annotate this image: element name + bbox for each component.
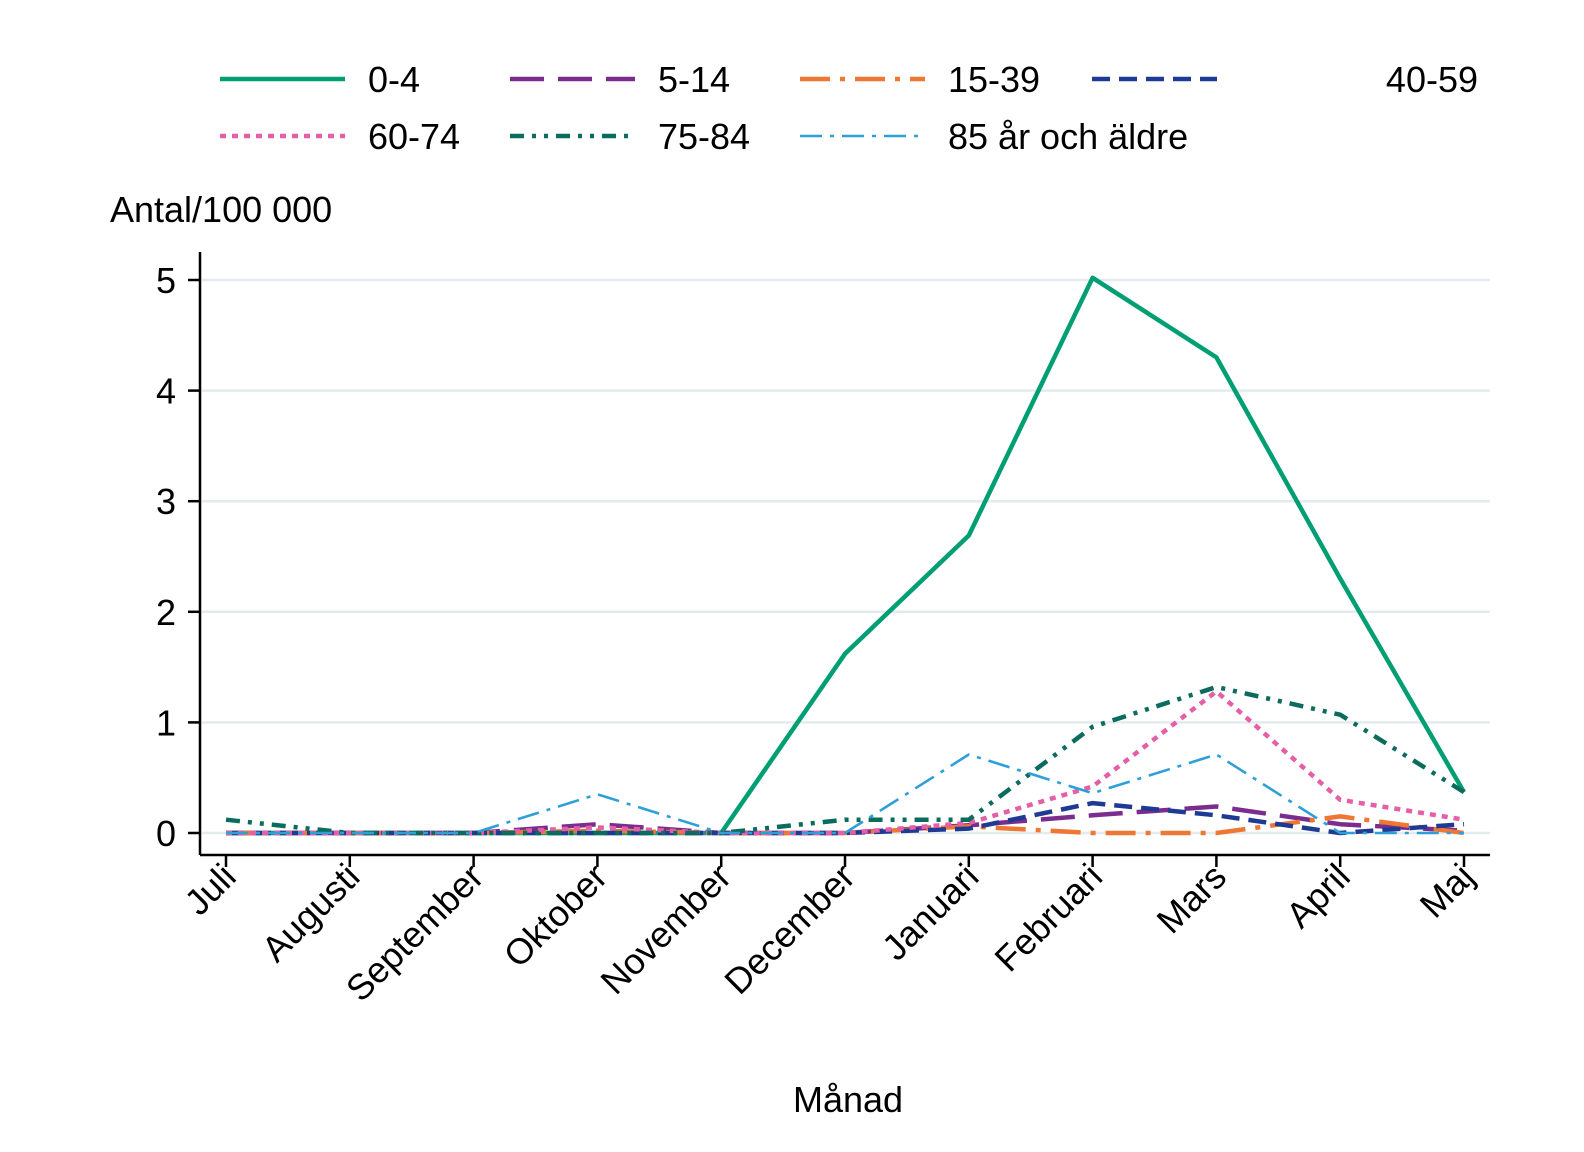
y-tick-label-1: 1 xyxy=(156,702,176,743)
x-axis-label: Månad xyxy=(793,1079,903,1120)
y-tick-label-2: 2 xyxy=(156,592,176,633)
legend: 0-4 5-14 15-39 40-59 60-74 75-84 85 år och äld… xyxy=(220,59,1478,157)
legend-label-15-39: 15-39 xyxy=(948,59,1040,100)
legend-item-0-4: 0-4 xyxy=(220,59,420,100)
y-ticks: 0 1 2 3 4 5 xyxy=(156,260,200,854)
legend-item-85-ar-och-aldre: 85 år och äldre xyxy=(800,116,1188,157)
y-tick-label-5: 5 xyxy=(156,260,176,301)
legend-label-85-ar-och-aldre: 85 år och äldre xyxy=(948,116,1188,157)
legend-item-75-84: 75-84 xyxy=(510,116,750,157)
series-lines xyxy=(225,275,1466,836)
legend-item-60-74: 60-74 xyxy=(220,116,460,157)
y-tick-label-0: 0 xyxy=(156,813,176,854)
legend-label-75-84: 75-84 xyxy=(658,116,750,157)
series-line-75-84 xyxy=(225,684,1466,836)
legend-item-5-14: 5-14 xyxy=(510,59,730,100)
legend-label-5-14: 5-14 xyxy=(658,59,730,100)
y-axis-label: Antal/100 000 xyxy=(110,189,332,230)
legend-label-0-4: 0-4 xyxy=(368,59,420,100)
series-line-85-ar-och-aldre xyxy=(226,753,1464,835)
legend-label-60-74: 60-74 xyxy=(368,116,460,157)
legend-item-40-59: 40-59 xyxy=(1092,59,1478,100)
y-tick-label-3: 3 xyxy=(156,481,176,522)
legend-item-15-39: 15-39 xyxy=(800,59,1040,100)
legend-label-40-59: 40-59 xyxy=(1386,59,1478,100)
y-tick-label-4: 4 xyxy=(156,371,176,412)
